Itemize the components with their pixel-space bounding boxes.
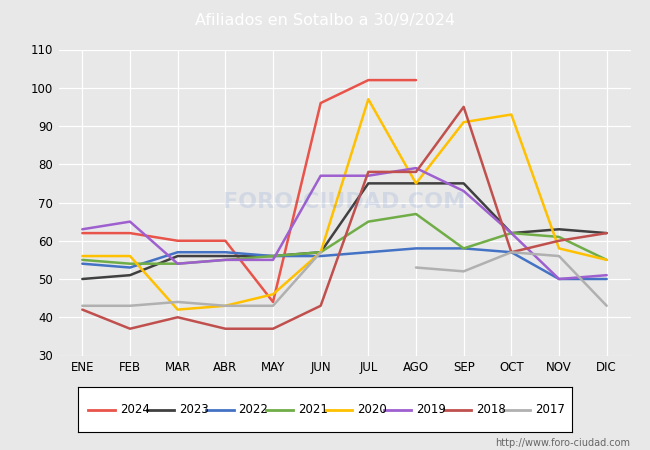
Text: 2023: 2023 (179, 403, 209, 416)
Text: http://www.foro-ciudad.com: http://www.foro-ciudad.com (495, 438, 630, 448)
Text: FORO-CIUDAD.COM: FORO-CIUDAD.COM (224, 193, 465, 212)
Text: Afiliados en Sotalbo a 30/9/2024: Afiliados en Sotalbo a 30/9/2024 (195, 13, 455, 28)
Text: 2022: 2022 (239, 403, 268, 416)
Text: 2021: 2021 (298, 403, 328, 416)
Text: 2017: 2017 (535, 403, 565, 416)
Text: 2018: 2018 (476, 403, 506, 416)
Text: 2020: 2020 (357, 403, 387, 416)
Text: 2019: 2019 (417, 403, 447, 416)
Text: 2024: 2024 (120, 403, 150, 416)
